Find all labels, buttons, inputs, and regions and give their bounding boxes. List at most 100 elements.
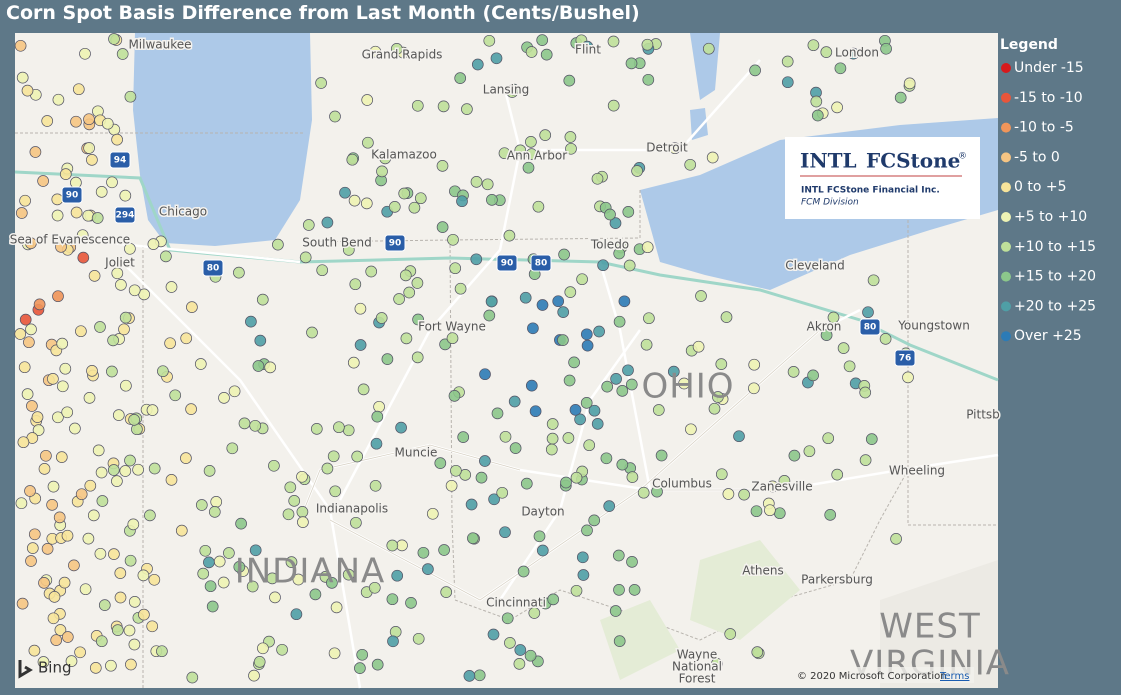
location-dot: [642, 73, 655, 86]
location-dot: [245, 315, 257, 328]
location-dot: [94, 321, 106, 333]
location-dot: [137, 569, 150, 582]
location-dot: [890, 533, 902, 545]
location-dot: [834, 62, 847, 75]
location-dot: [119, 189, 132, 202]
location-dot: [750, 505, 763, 518]
highway-shield: [496, 254, 518, 272]
location-dot: [233, 266, 245, 279]
city-label: Cincinnati: [486, 596, 546, 610]
location-dot: [436, 160, 449, 172]
location-dot: [751, 646, 764, 658]
location-dot: [15, 497, 28, 510]
location-dot: [106, 365, 118, 378]
highway-number: 94: [114, 156, 127, 166]
location-dot: [37, 175, 49, 187]
location-dot: [479, 368, 491, 381]
location-dot: [180, 332, 193, 345]
location-dot: [52, 290, 64, 303]
location-dot: [354, 339, 367, 351]
location-dot: [128, 596, 141, 608]
location-dot: [692, 340, 705, 353]
location-dot: [576, 551, 589, 564]
location-dot: [807, 369, 819, 382]
location-dot: [218, 392, 230, 404]
location-dot: [609, 217, 622, 229]
highway-shield: [384, 234, 406, 252]
location-dot: [228, 385, 241, 398]
location-dot: [88, 270, 101, 282]
location-dot: [246, 580, 259, 593]
location-dot: [339, 186, 351, 199]
location-dot: [787, 366, 800, 378]
location-dot: [669, 142, 681, 155]
location-dot: [499, 430, 512, 443]
location-dot: [434, 457, 447, 469]
location-dot: [84, 479, 97, 492]
location-dot: [253, 656, 266, 668]
location-dot: [146, 620, 159, 633]
location-dot: [61, 529, 74, 542]
location-dot: [408, 201, 421, 214]
location-dot: [147, 238, 160, 250]
location-dot: [525, 136, 537, 148]
location-dot: [272, 238, 284, 251]
location-dot: [284, 481, 297, 494]
location-dot: [28, 528, 41, 541]
location-dot: [342, 244, 355, 256]
city-label: Grand Rapids: [362, 48, 443, 62]
location-dot: [386, 539, 399, 552]
city-label: Milwaukee: [128, 38, 191, 52]
dots: [14, 33, 916, 684]
location-dot: [626, 471, 639, 483]
location-dot: [76, 229, 89, 242]
location-dot: [652, 404, 665, 416]
location-dot: [637, 486, 650, 499]
terms-link[interactable]: Terms: [939, 671, 969, 682]
location-dot: [859, 454, 872, 466]
location-dot: [108, 548, 120, 560]
location-dot: [362, 136, 374, 149]
location-dot: [563, 374, 576, 387]
location-dot: [292, 573, 305, 586]
location-dot: [83, 392, 96, 404]
location-dot: [440, 586, 453, 598]
location-dot: [208, 506, 221, 518]
location-dot: [47, 480, 60, 493]
location-dot: [206, 600, 219, 613]
legend-label: -10 to -5: [1014, 120, 1074, 136]
city-label: Forest: [679, 672, 716, 686]
location-dot: [499, 526, 511, 539]
location-dot: [562, 432, 575, 444]
city-label: Akron: [807, 320, 842, 334]
location-dot: [507, 83, 520, 96]
location-dot: [820, 46, 833, 58]
city-label: London: [835, 46, 879, 60]
location-dot: [95, 186, 108, 198]
highway-number: 90: [389, 239, 402, 249]
location-dot: [396, 539, 408, 552]
state-border: [142, 245, 909, 688]
location-dot: [254, 334, 267, 347]
location-dot: [25, 237, 37, 250]
location-dot: [399, 269, 412, 282]
location-dot: [55, 451, 68, 463]
location-dot: [124, 90, 137, 103]
location-dot: [347, 356, 360, 369]
legend-swatch: [1001, 152, 1011, 163]
location-dot: [203, 465, 216, 477]
location-dot: [86, 365, 98, 377]
location-dot: [581, 524, 593, 537]
logo-company: INTL FCStone Financial Inc.: [801, 186, 940, 196]
location-dot: [525, 379, 538, 392]
location-dot: [369, 479, 382, 492]
location-dot: [485, 295, 498, 308]
legend-swatch: [1001, 212, 1011, 222]
location-dot: [491, 407, 504, 420]
location-dot: [536, 299, 549, 311]
location-dot: [517, 565, 530, 578]
location-dot: [50, 634, 63, 646]
location-dot: [467, 532, 479, 545]
location-dot: [715, 468, 728, 481]
location-dot: [19, 194, 31, 207]
